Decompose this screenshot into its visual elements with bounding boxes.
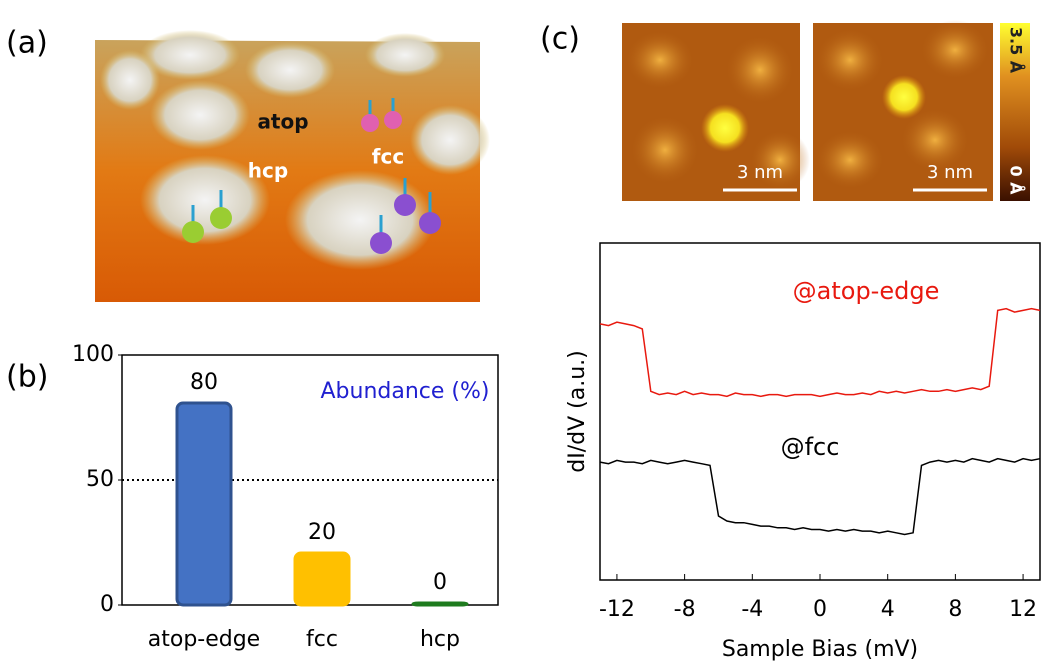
panel-label: (c) — [540, 22, 580, 57]
y-tick-label: 50 — [86, 467, 114, 492]
x-axis-label: Sample Bias (mV) — [722, 637, 918, 662]
y-axis-label: dI/dV (a.u.) — [565, 350, 590, 472]
bar — [295, 553, 349, 605]
x-tick-label: hcp — [420, 627, 460, 652]
value-label: 20 — [308, 520, 336, 545]
x-tick-label: -12 — [599, 597, 635, 622]
series-line — [600, 459, 1040, 535]
series-line — [600, 309, 1040, 397]
site-label: fcc — [372, 145, 404, 169]
site-label: atop — [257, 110, 308, 134]
y-tick-label: 100 — [72, 342, 114, 367]
x-tick-label: atop-edge — [148, 627, 260, 652]
x-tick-label: 4 — [881, 597, 895, 622]
x-tick-label: 12 — [1009, 597, 1037, 622]
annotation: Abundance (%) — [321, 379, 490, 404]
value-label: 0 — [433, 570, 447, 595]
panel-label: (b) — [6, 360, 48, 395]
panel-a-image — [95, 30, 490, 302]
bar — [177, 403, 231, 605]
figure: (a) atop fcc hcp (c) 3 nm 3 nm 3.5 Å 0 Å… — [0, 0, 1049, 668]
x-tick-label: fcc — [306, 627, 338, 652]
series-label: @fcc — [781, 433, 840, 461]
value-label: 80 — [190, 370, 218, 395]
x-tick-label: -8 — [674, 597, 696, 622]
colorbar-label: 0 Å — [1007, 165, 1026, 195]
scale-bar-label: 3 nm — [737, 162, 783, 183]
panel-label: (a) — [6, 26, 48, 61]
series-label: @atop-edge — [793, 277, 940, 305]
y-tick-label: 0 — [100, 592, 114, 617]
colorbar-label: 3.5 Å — [1007, 27, 1026, 74]
scale-bar-label: 3 nm — [927, 162, 973, 183]
x-tick-label: -4 — [741, 597, 763, 622]
x-tick-label: 8 — [948, 597, 962, 622]
x-tick-label: 0 — [813, 597, 827, 622]
site-label: hcp — [248, 159, 288, 183]
bar — [413, 603, 467, 605]
